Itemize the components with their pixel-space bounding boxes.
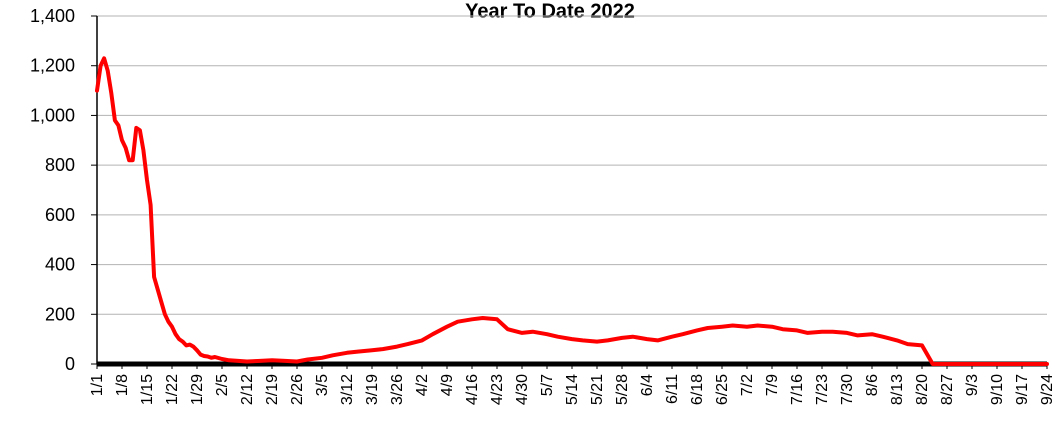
x-tick-label: 7/23: [814, 374, 831, 405]
x-tick-label: 9/17: [1014, 374, 1031, 405]
x-tick-label: 8/20: [914, 374, 931, 405]
chart-title: Year To Date 2022: [465, 1, 635, 23]
x-tick-label: 7/9: [764, 374, 781, 396]
x-tick-label: 7/2: [739, 374, 756, 396]
x-tick-label: 1/1: [89, 374, 106, 396]
y-tick-label: 800: [45, 155, 75, 175]
x-tick-label: 5/7: [539, 374, 556, 396]
x-tick-label: 8/6: [864, 374, 881, 396]
y-tick-label: 600: [45, 205, 75, 225]
x-tick-label: 2/12: [239, 374, 256, 405]
x-tick-label: 3/12: [339, 374, 356, 405]
x-tick-label: 1/29: [189, 374, 206, 405]
x-axis-ticks: 1/1 1/8 1/15 1/22 1/29 2/5 2/12 2/19 2/26 3/5 3/12…: [89, 364, 1056, 405]
x-tick-label: 6/4: [639, 374, 656, 396]
x-tick-label: 4/2: [414, 374, 431, 396]
x-tick-label: 6/25: [714, 374, 731, 405]
x-tick-label: 5/14: [564, 374, 581, 405]
x-tick-label: 6/18: [689, 374, 706, 405]
x-tick-label: 4/30: [514, 374, 531, 405]
x-tick-label: 4/16: [464, 374, 481, 405]
x-tick-label: 9/24: [1039, 374, 1056, 405]
x-tick-label: 1/22: [164, 374, 181, 405]
x-tick-label: 7/30: [839, 374, 856, 405]
y-tick-label: 1,200: [30, 56, 75, 76]
x-tick-label: 2/5: [214, 374, 231, 396]
x-tick-label: 8/27: [939, 374, 956, 405]
x-tick-label: 9/10: [989, 374, 1006, 405]
x-tick-label: 4/23: [489, 374, 506, 405]
axes: [96, 16, 1047, 367]
x-tick-label: 3/5: [314, 374, 331, 396]
x-tick-label: 2/19: [264, 374, 281, 405]
x-tick-label: 6/11: [664, 374, 681, 404]
x-tick-label: 9/3: [964, 374, 981, 396]
y-tick-label: 200: [45, 304, 75, 324]
x-tick-label: 1/8: [114, 374, 131, 396]
y-tick-label: 400: [45, 255, 75, 275]
series-line: [95, 56, 1049, 366]
x-tick-label: 8/13: [889, 374, 906, 405]
x-tick-label: 3/19: [364, 374, 381, 405]
x-tick-label: 2/26: [289, 374, 306, 405]
x-tick-label: 1/15: [139, 374, 156, 405]
x-tick-label: 3/26: [389, 374, 406, 405]
x-tick-label: 7/16: [789, 374, 806, 405]
y-tick-label: 0: [65, 354, 75, 374]
y-tick-label: 1,000: [30, 105, 75, 125]
y-tick-label: 1,400: [30, 6, 75, 26]
x-tick-label: 4/9: [439, 374, 456, 396]
x-tick-label: 5/28: [614, 374, 631, 405]
y-axis-ticks: 0 200 400 600 800 1,000 1,200 1,400: [30, 6, 97, 374]
grid-lines: [97, 15, 1047, 315]
series-layer: [95, 56, 1049, 366]
x-tick-label: 5/21: [589, 374, 606, 405]
